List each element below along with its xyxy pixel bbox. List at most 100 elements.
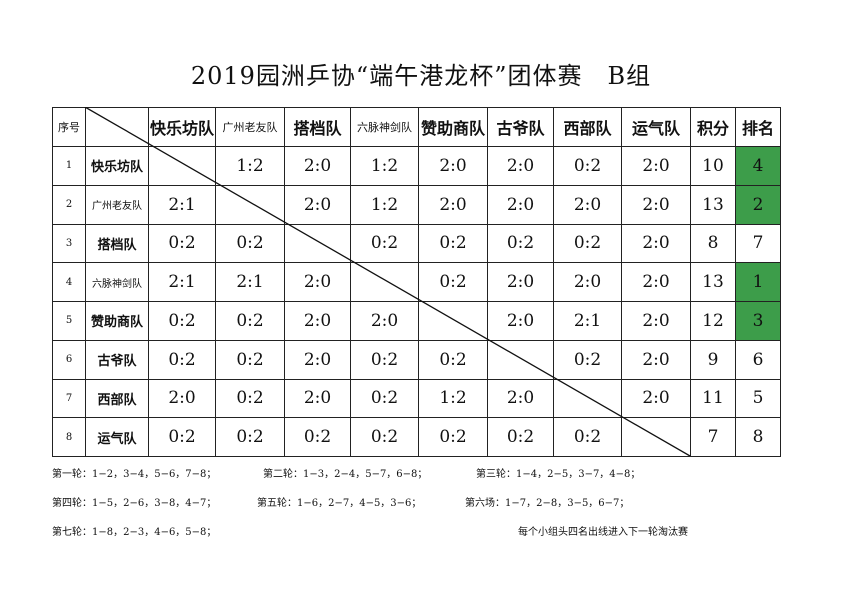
round-3-schedule: 第三轮：1−4，2−5，3−7，4−8；: [476, 469, 641, 480]
self-match-cell: [487, 339, 554, 380]
seq-cell: 5: [52, 301, 86, 341]
advance-note: 每个小组头四名出线进入下一轮淘汰赛: [518, 527, 688, 538]
points-cell: 12: [690, 301, 736, 341]
seq-cell: 7: [52, 378, 86, 419]
self-match-cell: [148, 146, 216, 186]
corner-cell: [85, 107, 149, 147]
score-cell: 2:0: [621, 262, 691, 302]
score-cell: 0:2: [350, 339, 419, 380]
score-cell: 0:2: [148, 417, 216, 457]
column-header-team: 古爷队: [487, 107, 554, 147]
score-cell: 2:0: [284, 378, 351, 419]
score-cell: 2:0: [621, 378, 691, 419]
column-header-team: 六脉神剑队: [350, 107, 419, 147]
score-cell: 2:0: [487, 184, 554, 225]
score-cell: 2:0: [487, 262, 554, 302]
score-cell: 0:2: [487, 223, 554, 264]
score-cell: 1:2: [418, 378, 488, 419]
table-row: 4 六脉神剑队 2:1 2:1 2:0 0:2 2:0 2:0 2:0 13 1: [52, 262, 781, 302]
points-cell: 10: [690, 146, 736, 186]
page-title: 2019园洲乒协“端午港龙杯”团体赛 B组: [190, 62, 652, 90]
team-name-cell: 古爷队: [85, 339, 149, 380]
score-cell: 2:0: [621, 184, 691, 225]
score-cell: 2:0: [621, 301, 691, 341]
score-cell: 2:0: [553, 184, 622, 225]
score-cell: 0:2: [215, 417, 285, 457]
rank-cell: 7: [735, 223, 781, 264]
self-match-cell: [350, 262, 419, 302]
score-cell: 2:0: [487, 378, 554, 419]
column-header-team: 西部队: [553, 107, 622, 147]
score-cell: 0:2: [553, 223, 622, 264]
score-cell: 0:2: [350, 378, 419, 419]
score-cell: 0:2: [215, 378, 285, 419]
score-cell: 2:1: [553, 301, 622, 341]
rank-cell: 3: [735, 301, 781, 341]
table-row: 5 赞助商队 0:2 0:2 2:0 2:0 2:0 2:1 2:0 12 3: [52, 301, 781, 341]
score-cell: 2:0: [418, 184, 488, 225]
round-7-schedule: 第七轮：1−8，2−3，4−6，5−8；: [52, 527, 217, 538]
points-cell: 7: [690, 417, 736, 457]
round-6-schedule: 第六场：1−7，2−8，3−5，6−7；: [465, 498, 630, 509]
score-cell: 0:2: [148, 301, 216, 341]
score-cell: 0:2: [553, 146, 622, 186]
table-row: 1 快乐坊队 1:2 2:0 1:2 2:0 2:0 0:2 2:0 10 4: [52, 146, 781, 186]
score-cell: 0:2: [418, 417, 488, 457]
column-header-team: 广州老友队: [215, 107, 285, 147]
team-name-cell: 搭档队: [85, 223, 149, 264]
self-match-cell: [284, 223, 351, 264]
score-cell: 2:0: [418, 146, 488, 186]
score-cell: 2:0: [553, 262, 622, 302]
table-row: 7 西部队 2:0 0:2 2:0 0:2 1:2 2:0 2:0 11 5: [52, 378, 781, 419]
score-cell: 2:1: [148, 184, 216, 225]
self-match-cell: [621, 417, 691, 457]
score-cell: 0:2: [418, 262, 488, 302]
table-row: 3 搭档队 0:2 0:2 0:2 0:2 0:2 0:2 2:0 8 7: [52, 223, 781, 264]
score-cell: 1:2: [350, 184, 419, 225]
rank-cell: 6: [735, 339, 781, 380]
points-cell: 13: [690, 262, 736, 302]
seq-cell: 2: [52, 184, 86, 225]
points-cell: 11: [690, 378, 736, 419]
score-cell: 0:2: [215, 339, 285, 380]
table-row: 8 运气队 0:2 0:2 0:2 0:2 0:2 0:2 0:2 7 8: [52, 417, 781, 457]
team-name-cell: 广州老友队: [85, 184, 149, 225]
seq-header: 序号: [52, 107, 86, 147]
score-cell: 2:0: [487, 301, 554, 341]
team-name-cell: 赞助商队: [85, 301, 149, 341]
score-cell: 2:0: [487, 146, 554, 186]
score-cell: 0:2: [215, 223, 285, 264]
points-cell: 13: [690, 184, 736, 225]
rank-cell: 1: [735, 262, 781, 302]
score-cell: 0:2: [418, 223, 488, 264]
score-cell: 0:2: [284, 417, 351, 457]
seq-cell: 1: [52, 146, 86, 186]
score-cell: 2:0: [350, 301, 419, 341]
score-cell: 0:2: [148, 339, 216, 380]
table-row: 2 广州老友队 2:1 2:0 1:2 2:0 2:0 2:0 2:0 13 2: [52, 184, 781, 225]
self-match-cell: [215, 184, 285, 225]
seq-cell: 6: [52, 339, 86, 380]
score-cell: 2:0: [621, 223, 691, 264]
round-4-schedule: 第四轮：1−5，2−6，3−8，4−7；: [52, 498, 217, 509]
score-cell: 2:0: [621, 339, 691, 380]
points-cell: 8: [690, 223, 736, 264]
score-cell: 0:2: [553, 339, 622, 380]
round-1-schedule: 第一轮：1−2，3−4，5−6，7−8；: [52, 469, 217, 480]
seq-cell: 8: [52, 417, 86, 457]
score-cell: 0:2: [215, 301, 285, 341]
score-cell: 2:1: [215, 262, 285, 302]
score-cell: 2:0: [284, 339, 351, 380]
column-header-team: 赞助商队: [418, 107, 488, 147]
column-header-team: 快乐坊队: [148, 107, 216, 147]
seq-cell: 3: [52, 223, 86, 264]
rank-cell: 8: [735, 417, 781, 457]
rank-header: 排名: [735, 107, 781, 147]
points-header: 积分: [690, 107, 736, 147]
score-cell: 2:0: [284, 146, 351, 186]
score-cell: 1:2: [350, 146, 419, 186]
score-cell: 2:0: [284, 262, 351, 302]
score-cell: 0:2: [418, 339, 488, 380]
score-cell: 2:0: [148, 378, 216, 419]
score-cell: 2:0: [284, 184, 351, 225]
